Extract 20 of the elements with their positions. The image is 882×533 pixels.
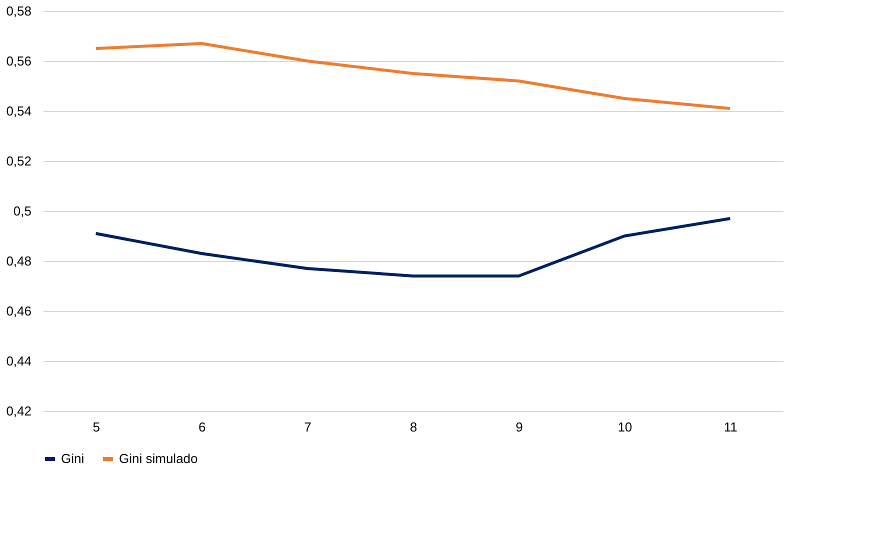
y-tick-label: 0,5: [13, 204, 32, 218]
x-tick-label: 9: [516, 420, 523, 434]
legend-label: Gini simulado: [119, 451, 198, 466]
y-tick-label: 0,52: [6, 154, 32, 168]
x-tick-label: 8: [410, 420, 418, 434]
y-tick-label: 0,42: [6, 404, 32, 418]
y-tick-label: 0,44: [6, 354, 32, 368]
x-tick-label: 5: [92, 420, 100, 434]
x-tick-label: 10: [618, 420, 632, 434]
y-tick-label: 0,46: [6, 304, 32, 318]
y-tick-label: 0,48: [6, 254, 32, 268]
line-series: [94, 217, 732, 278]
y-tick-label: 0,56: [6, 54, 32, 68]
y-tick-label: 0,58: [6, 4, 32, 18]
x-tick-label: 7: [304, 420, 312, 434]
line-series: [94, 42, 732, 110]
x-tick-label: 6: [198, 420, 206, 434]
x-tick-label: 11: [724, 420, 738, 434]
y-tick-label: 0,54: [6, 104, 32, 118]
legend-label: Gini: [61, 451, 84, 466]
